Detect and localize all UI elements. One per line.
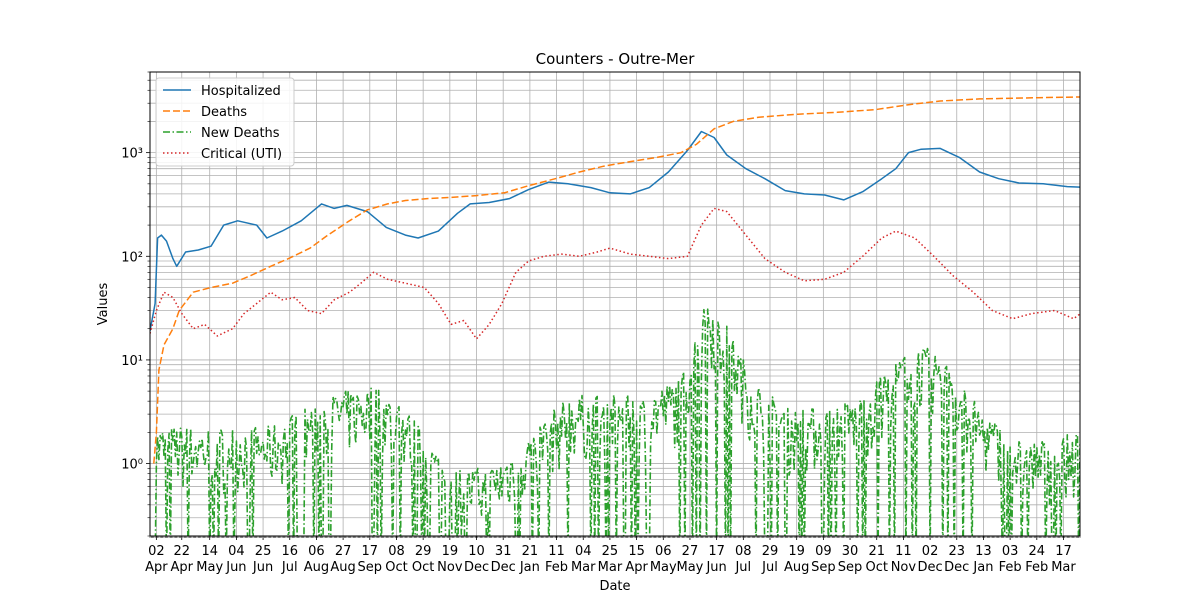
x-tick-month: Oct xyxy=(865,560,887,575)
series-line-deaths xyxy=(153,96,1080,464)
x-tick-month: Jun xyxy=(705,560,726,575)
x-tick-day: 27 xyxy=(335,544,352,559)
x-tick-day: 15 xyxy=(628,544,645,559)
x-tick-month: Dec xyxy=(491,560,516,575)
x-tick-day: 29 xyxy=(762,544,779,559)
y-axis: 10⁰ 10¹ 10² 10³ xyxy=(121,71,150,537)
x-tick-month: Jul xyxy=(281,560,298,575)
x-axis: 02Apr22Apr14May04Jun25Jun16Jul06Aug27Aug… xyxy=(145,536,1081,575)
x-tick-month: Aug xyxy=(330,560,355,575)
x-tick-month: Nov xyxy=(437,560,463,575)
x-tick-day: 16 xyxy=(281,544,298,559)
x-tick-day: 11 xyxy=(895,544,912,559)
x-tick-month: May xyxy=(650,560,677,575)
x-tick-month: May xyxy=(196,560,223,575)
x-tick-day: 17 xyxy=(362,544,379,559)
y-tick-label: 10² xyxy=(121,250,143,265)
x-tick-month: Mar xyxy=(598,560,623,575)
x-tick-day: 13 xyxy=(975,544,992,559)
x-tick-day: 09 xyxy=(815,544,832,559)
x-tick-day: 17 xyxy=(1055,544,1072,559)
x-tick-month: Apr xyxy=(171,560,194,575)
y-tick-label: 10⁰ xyxy=(121,458,143,473)
x-tick-month: Feb xyxy=(545,560,568,575)
legend-label-critical-uti: Critical (UTI) xyxy=(201,147,282,162)
x-tick-day: 21 xyxy=(522,544,539,559)
x-tick-day: 25 xyxy=(255,544,272,559)
x-tick-month: Sep xyxy=(838,560,863,575)
x-tick-day: 02 xyxy=(148,544,165,559)
x-tick-day: 21 xyxy=(868,544,885,559)
x-tick-day: 24 xyxy=(1029,544,1046,559)
x-tick-month: Dec xyxy=(944,560,969,575)
legend: Hospitalized Deaths New Deaths Critical (UT… xyxy=(155,77,295,167)
x-tick-day: 06 xyxy=(308,544,325,559)
x-tick-month: Apr xyxy=(145,560,168,575)
y-tick-label: 10³ xyxy=(121,147,143,162)
x-tick-day: 17 xyxy=(708,544,725,559)
x-tick-day: 27 xyxy=(682,544,699,559)
x-tick-day: 19 xyxy=(442,544,459,559)
x-tick-day: 10 xyxy=(468,544,485,559)
legend-label-new-deaths: New Deaths xyxy=(201,126,280,141)
x-tick-month: Mar xyxy=(1051,560,1076,575)
x-tick-month: Oct xyxy=(412,560,434,575)
x-tick-month: Jul xyxy=(761,560,778,575)
x-tick-month: Dec xyxy=(464,560,489,575)
legend-label-hospitalized: Hospitalized xyxy=(201,84,281,99)
y-tick-label: 10¹ xyxy=(121,354,143,369)
x-tick-day: 11 xyxy=(548,544,565,559)
x-tick-day: 08 xyxy=(388,544,405,559)
x-tick-day: 08 xyxy=(735,544,752,559)
x-tick-day: 29 xyxy=(415,544,432,559)
plot-area xyxy=(150,96,1080,536)
legend-box xyxy=(155,77,295,167)
x-tick-day: 25 xyxy=(602,544,619,559)
x-tick-month: Jul xyxy=(734,560,751,575)
x-tick-month: Jun xyxy=(252,560,273,575)
x-tick-month: Nov xyxy=(891,560,917,575)
x-tick-month: Oct xyxy=(385,560,407,575)
x-tick-month: Apr xyxy=(625,560,648,575)
x-tick-month: Jun xyxy=(225,560,246,575)
x-tick-month: Aug xyxy=(304,560,329,575)
x-axis-title: Date xyxy=(599,579,630,594)
x-tick-day: 14 xyxy=(201,544,218,559)
x-tick-day: 23 xyxy=(948,544,965,559)
series-line-new-deaths xyxy=(154,308,1080,536)
x-tick-day: 04 xyxy=(575,544,592,559)
x-tick-month: Dec xyxy=(918,560,943,575)
x-tick-day: 19 xyxy=(788,544,805,559)
x-tick-month: Feb xyxy=(999,560,1022,575)
series-line-hospitalized xyxy=(150,130,1080,332)
x-tick-day: 30 xyxy=(842,544,859,559)
x-tick-month: Jan xyxy=(972,560,993,575)
chart-title: Counters - Outre-Mer xyxy=(536,50,696,68)
x-tick-month: Aug xyxy=(784,560,809,575)
x-tick-day: 03 xyxy=(1002,544,1019,559)
x-tick-day: 06 xyxy=(655,544,672,559)
x-tick-month: Sep xyxy=(811,560,836,575)
x-tick-day: 31 xyxy=(495,544,512,559)
x-tick-month: Sep xyxy=(358,560,383,575)
x-tick-month: May xyxy=(677,560,704,575)
x-tick-day: 04 xyxy=(228,544,245,559)
y-axis-title: Values xyxy=(96,283,111,326)
legend-label-deaths: Deaths xyxy=(201,105,247,120)
x-tick-month: Jan xyxy=(519,560,540,575)
x-tick-day: 02 xyxy=(922,544,939,559)
x-tick-month: Feb xyxy=(1025,560,1048,575)
x-tick-month: Mar xyxy=(571,560,596,575)
x-tick-day: 22 xyxy=(173,544,190,559)
